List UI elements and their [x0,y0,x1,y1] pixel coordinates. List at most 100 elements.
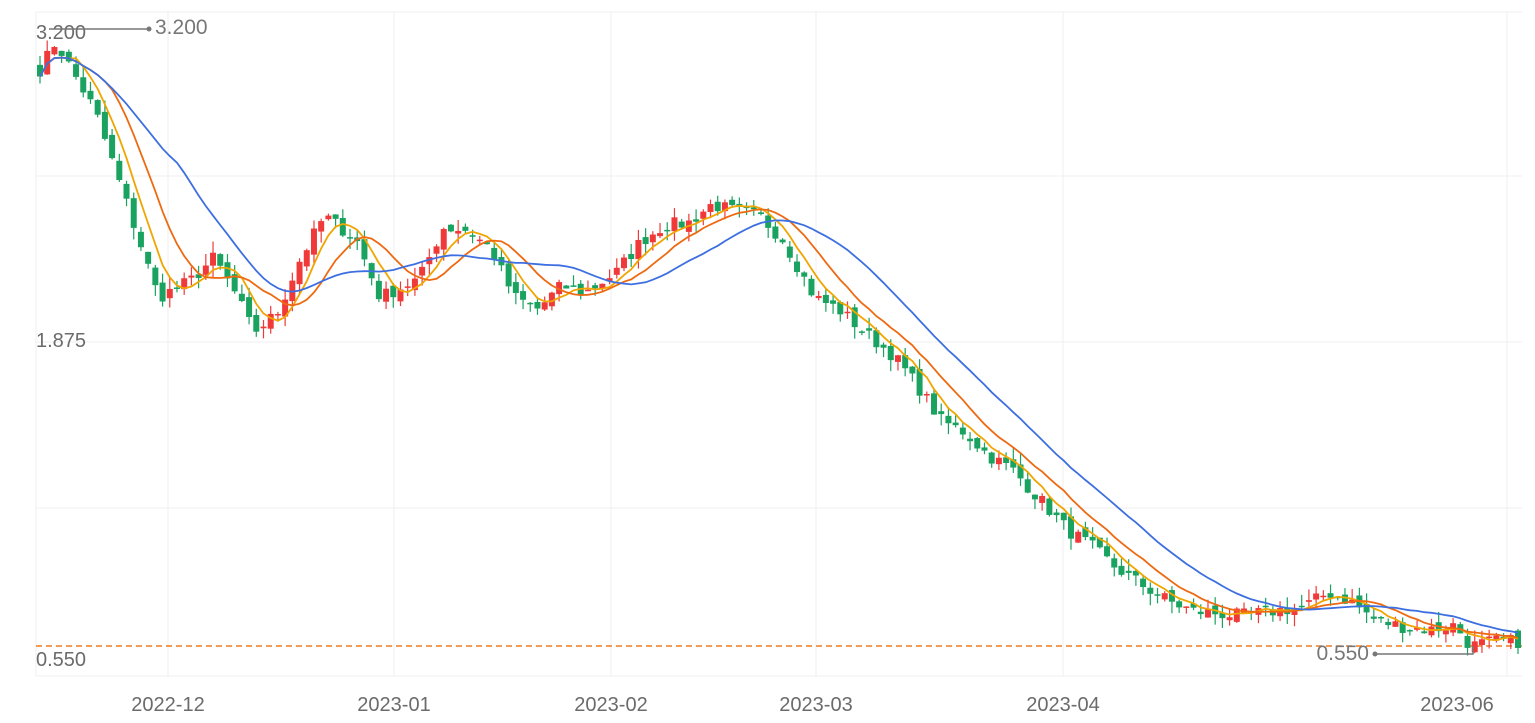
candle-up [1204,609,1211,618]
candle-up [51,47,58,55]
candle-down [469,235,476,237]
candle-down [130,198,137,228]
candle-up [260,326,267,329]
candle-up [721,202,728,212]
candle-up [202,265,209,275]
candle-down [1140,578,1147,588]
max-value-label: 3.200 [155,16,208,39]
y-axis: 3.200 1.875 0.550 [36,22,86,671]
candle-up [455,230,462,234]
candle-down [1219,612,1226,619]
max-marker-dot [146,26,152,32]
candle-down [447,224,454,232]
candle-down [822,294,829,304]
candle-down [195,274,202,279]
candle-up [620,257,627,269]
candle-up [318,221,325,232]
candle-down [801,272,808,277]
candle-down [217,254,224,266]
candle-down [974,438,981,449]
candle-down [231,274,238,292]
ma-mid-line [39,56,1519,639]
candle-up [166,288,173,299]
candle-down [1147,587,1154,594]
candle-up [548,292,555,307]
min-value-label: 0.550 [1316,642,1369,665]
candle-down [101,111,108,139]
candle-down [347,237,354,239]
candle-down [1385,621,1392,626]
candle-down [1341,594,1348,604]
candle-down [678,221,685,228]
y-tick-label-mid: 1.875 [36,330,86,352]
candle-down [887,345,894,361]
x-tick-label: 2022-12 [131,694,204,716]
candle-down [916,369,923,396]
candle-down [159,282,166,302]
candle-up [383,288,390,302]
candle-up [541,302,548,310]
candle-down [945,415,952,424]
candle-down [73,64,80,77]
candles [37,40,1521,656]
candle-up [1507,634,1514,644]
candle-down [1060,512,1067,521]
candle-up [1305,600,1312,602]
candle-down [1399,622,1406,633]
candle-down [253,315,260,332]
candle-down [116,160,123,180]
candle-up [613,267,620,275]
candle-down [1190,603,1197,608]
candle-up [671,217,678,232]
candle-down [137,231,144,248]
candle-up [657,233,664,237]
x-tick-label: 2023-06 [1420,694,1493,716]
candle-down [1168,590,1175,602]
candle-down [1327,593,1334,598]
candle-up [210,252,217,266]
candle-down [858,331,865,333]
candle-up [411,278,418,291]
candle-down [332,214,339,219]
candle-down [1262,605,1269,608]
candle-up [1039,495,1046,503]
candle-down [1406,629,1413,632]
candle-down [58,50,65,56]
candle-down [462,226,469,231]
grid [35,11,1522,677]
ma-long-line [39,56,1519,634]
min-marker-dot [1372,651,1378,657]
candle-down [94,100,101,115]
candle-down [1515,630,1521,648]
candle-down [786,246,793,258]
candle-down [1370,616,1377,619]
candle-up [1471,641,1478,653]
candle-down [123,183,130,199]
candle-down [873,330,880,348]
candle-down [1363,603,1370,613]
candle-up [1478,639,1485,646]
candle-up [325,215,332,220]
candle-down [1176,601,1183,608]
candle-down [224,262,231,279]
candle-down [830,300,837,304]
candle-down [628,253,635,260]
candle-down [757,212,764,215]
candle-down [851,307,858,328]
candle-up [635,239,642,260]
candle-up [1075,531,1082,543]
candle-down [779,239,786,243]
candle-down [80,77,87,93]
candle-down [1096,537,1103,548]
candle-down [1378,616,1385,619]
extreme-value-markers: 3.200 0.550 [49,16,1474,665]
candle-up [1233,608,1240,622]
moving-average-lines [39,56,1519,642]
candle-up [1486,636,1493,639]
candle-down [1017,464,1024,479]
candle-up [303,250,310,267]
candle-down [772,226,779,239]
candle-up [1226,617,1233,621]
candle-down [794,261,801,273]
